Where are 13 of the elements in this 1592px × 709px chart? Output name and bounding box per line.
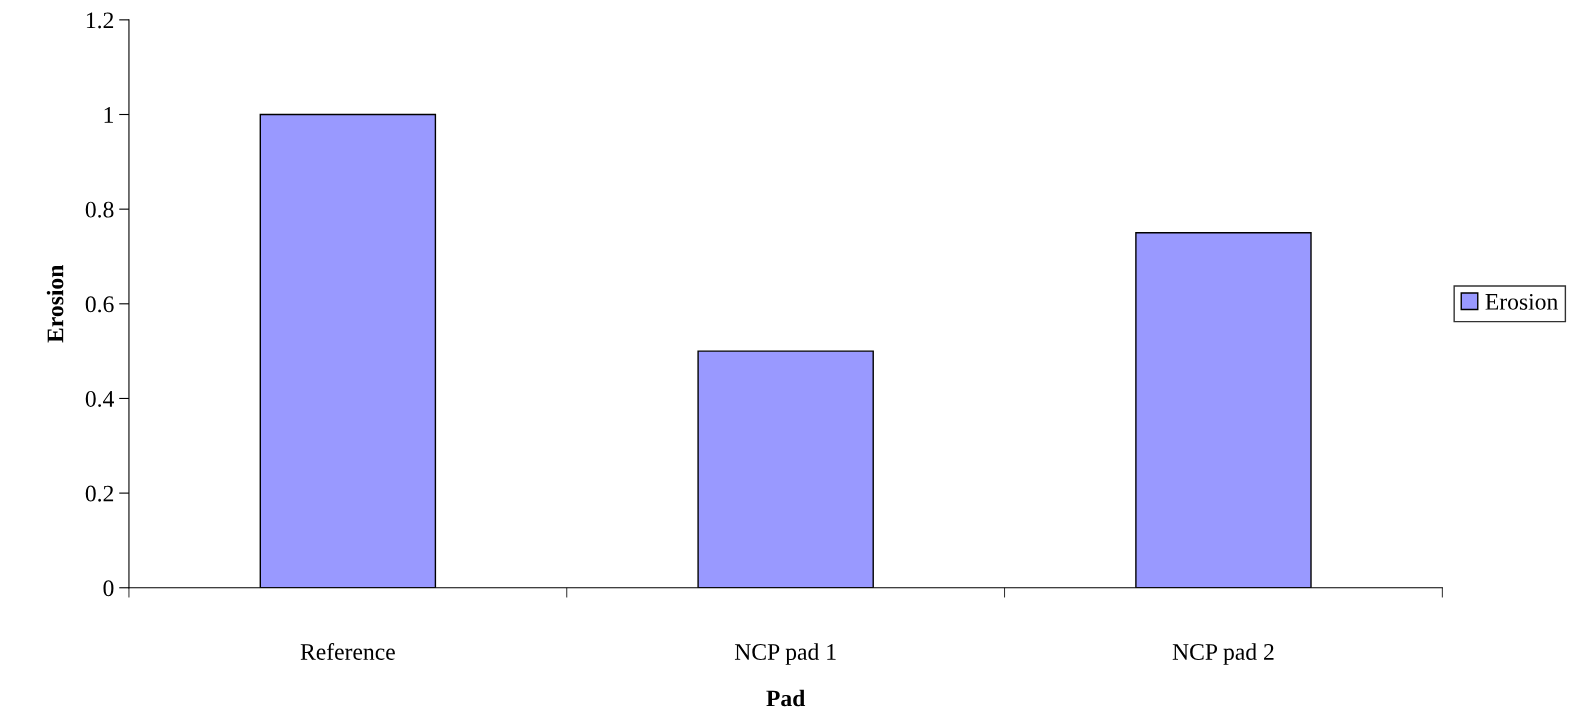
y-tick-label: 0.2	[85, 485, 114, 502]
y-tick-label: 0.8	[85, 201, 114, 218]
y-tick-label: 0.6	[85, 296, 114, 313]
y-tick-label: 0.4	[85, 390, 114, 407]
x-tick-label: Reference	[300, 643, 395, 660]
legend-label: Erosion	[1485, 293, 1558, 310]
y-tick-label: 1.2	[86, 12, 114, 29]
y-tick-label: 1	[104, 107, 113, 123]
y-tick-label: 0	[103, 580, 114, 597]
x-tick-label: NCP pad 2	[1172, 643, 1274, 665]
x-axis-title: Pad	[766, 689, 806, 707]
y-axis-title: Erosion	[46, 265, 64, 343]
x-tick-label: NCP pad 1	[734, 643, 836, 665]
